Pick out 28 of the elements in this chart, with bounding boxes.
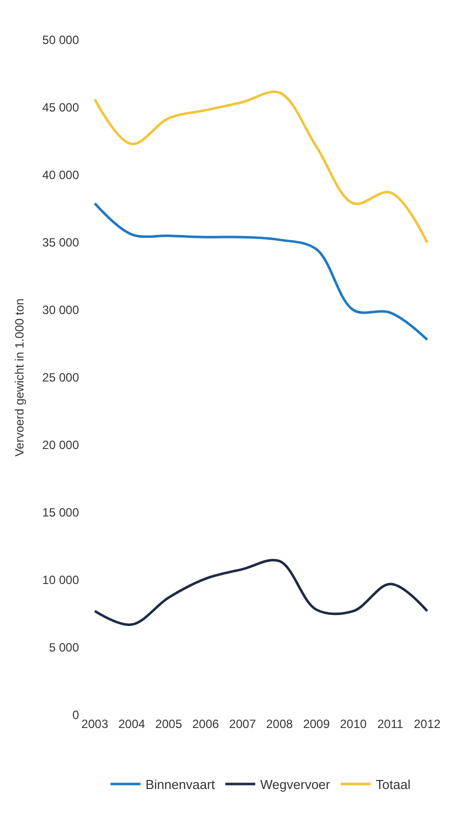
legend-label: Totaal (376, 777, 411, 792)
y-tick-label: 30 000 (42, 303, 80, 318)
y-tick-label: 50 000 (42, 33, 80, 48)
x-tick-label: 2003 (81, 717, 108, 731)
x-tick-label: 2012 (414, 717, 441, 731)
y-tick-label: 15 000 (42, 506, 80, 520)
x-tick-label: 2004 (118, 717, 146, 731)
legend-label: Wegvervoer (260, 777, 331, 792)
y-tick-label: 0 (72, 708, 80, 722)
x-tick-label: 2010 (340, 717, 368, 731)
x-tick-label: 2006 (192, 717, 220, 731)
y-axis-title: Vervoerd gewicht in 1.000 ton (12, 298, 27, 457)
x-tick-label: 2008 (266, 717, 294, 731)
line-series (94, 90, 428, 244)
y-tick-label: 45 000 (42, 100, 80, 115)
y-tick-label: 10 000 (42, 573, 80, 588)
x-tick-label: 2011 (377, 717, 404, 731)
y-tick-label: 35 000 (42, 236, 80, 250)
x-tick-label: 2005 (155, 717, 182, 731)
legend-label: Binnenvaart (146, 777, 216, 792)
x-tick-label: 2009 (303, 717, 330, 731)
y-tick-label: 5 000 (48, 640, 80, 655)
y-tick-label: 20 000 (42, 438, 80, 452)
line-series (94, 558, 428, 626)
line-series (94, 202, 428, 341)
y-tick-label: 40 000 (42, 168, 80, 182)
x-tick-label: 2007 (229, 717, 256, 731)
y-tick-label: 25 000 (42, 370, 80, 385)
